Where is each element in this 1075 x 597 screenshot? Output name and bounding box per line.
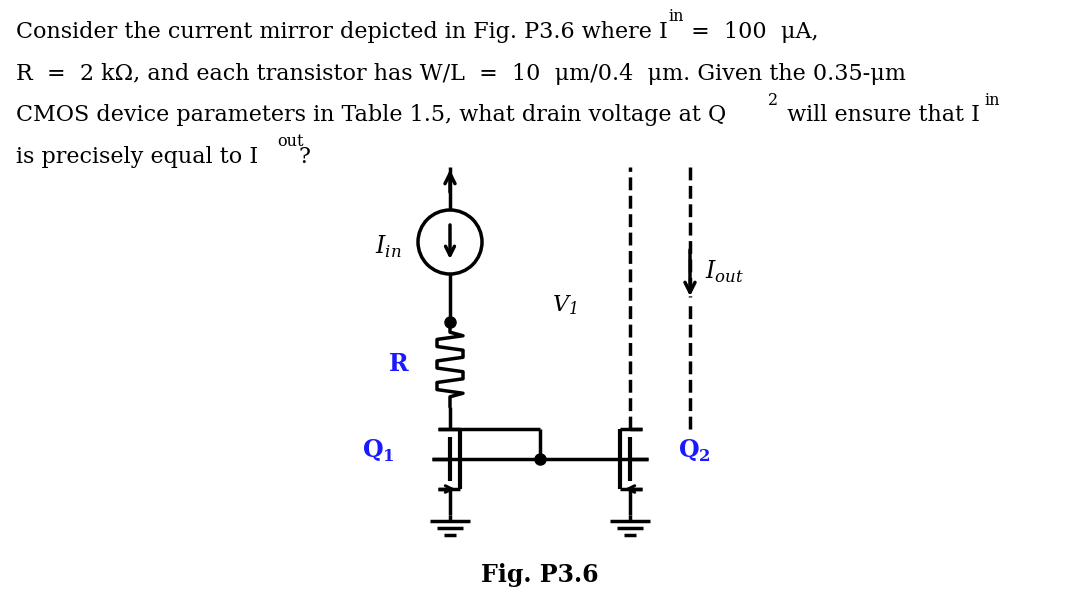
Text: in: in: [669, 8, 684, 25]
Text: ?: ?: [299, 146, 311, 168]
Text: I$_{\mathregular{in}}$: I$_{\mathregular{in}}$: [375, 234, 402, 260]
Text: =  100  μA,: = 100 μA,: [684, 21, 818, 43]
Text: I$_{\mathregular{out}}$: I$_{\mathregular{out}}$: [705, 259, 744, 285]
Text: out: out: [277, 134, 304, 150]
Text: Q$_{\mathregular{2}}$: Q$_{\mathregular{2}}$: [678, 438, 711, 464]
Text: CMOS device parameters in Table 1.5, what drain voltage at Q: CMOS device parameters in Table 1.5, wha…: [16, 104, 727, 127]
Text: is precisely equal to I: is precisely equal to I: [16, 146, 258, 168]
Text: R: R: [388, 352, 408, 377]
Text: Consider the current mirror depicted in Fig. P3.6 where I: Consider the current mirror depicted in …: [16, 21, 668, 43]
Text: 2: 2: [768, 92, 777, 109]
Text: will ensure that I: will ensure that I: [780, 104, 980, 127]
Text: Fig. P3.6: Fig. P3.6: [482, 563, 599, 587]
Text: Q$_{\mathregular{1}}$: Q$_{\mathregular{1}}$: [362, 438, 395, 464]
Text: in: in: [985, 92, 1000, 109]
Text: V$_{\mathregular{1}}$: V$_{\mathregular{1}}$: [551, 293, 577, 317]
Text: R  =  2 kΩ, and each transistor has W/L  =  10  μm/0.4  μm. Given the 0.35-μm: R = 2 kΩ, and each transistor has W/L = …: [16, 63, 906, 85]
